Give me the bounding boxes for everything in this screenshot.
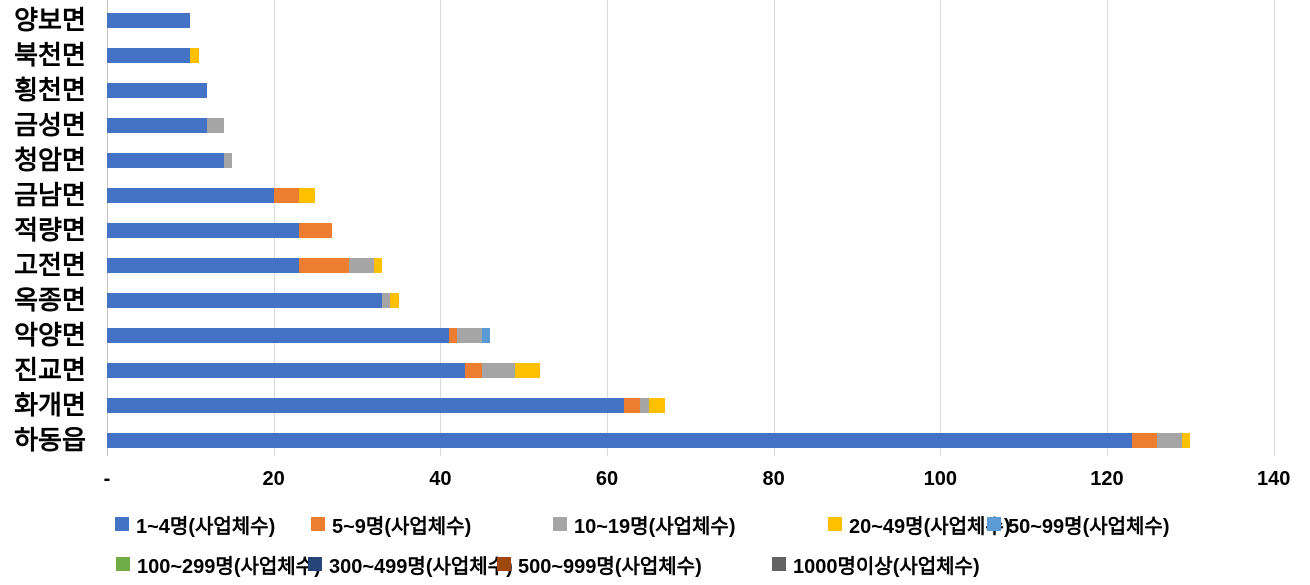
category-label: 옥종면: [14, 285, 86, 315]
legend-swatch: [115, 517, 129, 531]
bar-segment-3[interactable]: [190, 48, 199, 63]
gridline: [606, 0, 608, 456]
category-label: 고전면: [14, 250, 86, 280]
category-label: 악양면: [14, 320, 86, 350]
bar-segment-0[interactable]: [107, 83, 207, 98]
x-tick-label: 140: [1256, 468, 1291, 490]
bar-segment-1[interactable]: [623, 398, 641, 413]
bar-segment-2[interactable]: [206, 118, 224, 133]
bar-segment-0[interactable]: [107, 153, 224, 168]
bar-segment-2[interactable]: [481, 363, 516, 378]
bar-segment-3[interactable]: [390, 293, 399, 308]
bar-segment-2[interactable]: [640, 398, 649, 413]
x-tick-label: 120: [1090, 468, 1124, 490]
legend-label: 5~9명(사업체수): [332, 515, 472, 538]
category-label: 적량면: [14, 215, 86, 245]
category-label: 금성면: [14, 110, 86, 140]
category-label: 양보면: [14, 5, 86, 35]
gridline: [940, 0, 942, 456]
legend-item-3[interactable]: 20~49명(사업체수): [828, 510, 1011, 538]
bar-segment-1[interactable]: [298, 258, 349, 273]
bar-segment-2[interactable]: [456, 328, 482, 343]
legend-item-2[interactable]: 10~19명(사업체수): [553, 510, 736, 538]
bar-segment-0[interactable]: [107, 363, 466, 378]
bar-segment-0[interactable]: [107, 13, 191, 28]
bar-segment-1[interactable]: [273, 188, 299, 203]
bar-segment-1[interactable]: [298, 223, 332, 238]
bar-segment-0[interactable]: [107, 48, 191, 63]
legend-item-6[interactable]: 300~499명(사업체수): [308, 550, 513, 578]
category-label: 청암면: [14, 145, 86, 175]
bar-segment-3[interactable]: [515, 363, 541, 378]
bar-segment-2[interactable]: [348, 258, 374, 273]
x-tick-label: 20: [262, 468, 285, 490]
legend-swatch: [553, 517, 567, 531]
bar-segment-1[interactable]: [465, 363, 482, 378]
category-label: 진교면: [14, 355, 86, 385]
bar-segment-0[interactable]: [107, 433, 1132, 448]
legend-label: 20~49명(사업체수): [849, 515, 1011, 538]
category-label: 금남면: [14, 180, 86, 210]
bar-segment-3[interactable]: [373, 258, 382, 273]
legend-swatch: [828, 517, 842, 531]
legend-swatch: [311, 517, 325, 531]
legend-label: 1~4명(사업체수): [136, 515, 276, 538]
plot-area: [107, 0, 1275, 456]
legend-label: 300~499명(사업체수): [329, 555, 513, 578]
bar-segment-3[interactable]: [1181, 433, 1191, 448]
bar-segment-2[interactable]: [381, 293, 391, 308]
legend-label: 100~299명(사업체수): [137, 555, 321, 578]
legend-item-8[interactable]: 1000명이상(사업체수): [772, 550, 980, 578]
legend-swatch: [497, 557, 511, 571]
legend-swatch: [987, 517, 1001, 531]
legend-swatch: [772, 557, 786, 571]
x-tick-label: 40: [429, 468, 452, 490]
bar-segment-0[interactable]: [107, 258, 299, 273]
category-label: 하동읍: [14, 425, 86, 455]
bar-segment-0[interactable]: [107, 118, 207, 133]
bar-segment-1[interactable]: [448, 328, 457, 343]
legend-item-7[interactable]: 500~999명(사업체수): [497, 550, 702, 578]
bar-segment-0[interactable]: [107, 398, 624, 413]
bar-segment-0[interactable]: [107, 328, 449, 343]
bar-segment-2[interactable]: [223, 153, 232, 168]
bar-segment-0[interactable]: [107, 188, 274, 203]
bar-segment-3[interactable]: [298, 188, 316, 203]
x-tick-label: -: [103, 468, 111, 490]
legend-label: 1000명이상(사업체수): [793, 555, 980, 578]
gridline: [1273, 0, 1275, 456]
legend-swatch: [308, 557, 322, 571]
legend-swatch: [116, 557, 130, 571]
bar-segment-2[interactable]: [1156, 433, 1182, 448]
gridline: [1106, 0, 1108, 456]
bar-segment-0[interactable]: [107, 223, 299, 238]
legend-label: 10~19명(사업체수): [574, 515, 736, 538]
category-label: 북천면: [14, 40, 86, 70]
legend-item-0[interactable]: 1~4명(사업체수): [115, 510, 275, 538]
category-label: 화개면: [14, 390, 86, 420]
legend-item-1[interactable]: 5~9명(사업체수): [311, 510, 471, 538]
bar-segment-0[interactable]: [107, 293, 382, 308]
bar-segment-1[interactable]: [1131, 433, 1157, 448]
x-tick-label: 100: [923, 468, 958, 490]
gridline: [773, 0, 775, 456]
legend-label: 500~999명(사업체수): [518, 555, 702, 578]
x-tick-label: 60: [595, 468, 619, 490]
bar-segment-4[interactable]: [481, 328, 491, 343]
legend-label: 50~99명(사업체수): [1008, 515, 1170, 538]
gridline: [440, 0, 442, 456]
x-tick-label: 80: [762, 468, 785, 490]
legend-item-5[interactable]: 100~299명(사업체수): [116, 550, 321, 578]
bar-segment-3[interactable]: [648, 398, 666, 413]
legend-item-4[interactable]: 50~99명(사업체수): [987, 510, 1170, 538]
category-label: 횡천면: [14, 75, 86, 105]
